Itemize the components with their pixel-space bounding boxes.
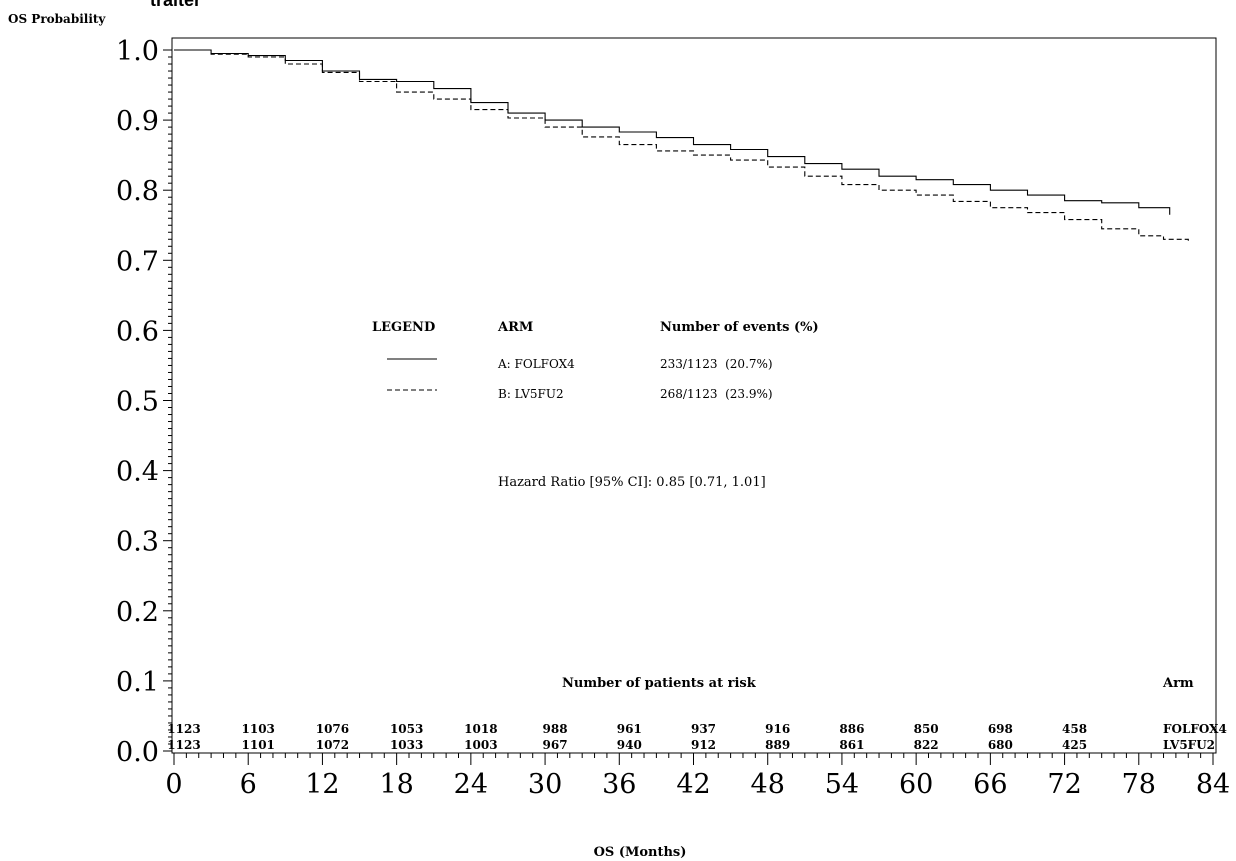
risk-table-cell: 850	[914, 722, 939, 736]
risk-table-title: Number of patients at risk	[562, 676, 757, 691]
risk-table: Number of patients at risk Arm FOLFOX4 L…	[167, 676, 1227, 752]
x-tick-label: 66	[973, 769, 1007, 800]
x-tick-label: 42	[676, 769, 710, 800]
y-tick-label: 0.4	[116, 457, 159, 488]
risk-table-cell: 916	[765, 722, 790, 736]
legend-arm-folfox4: A: FOLFOX4	[497, 357, 575, 371]
x-tick-label: 12	[305, 769, 339, 800]
series-layer	[174, 49, 1189, 241]
risk-table-arm-lv5fu2: LV5FU2	[1163, 738, 1215, 752]
x-tick-label: 48	[751, 769, 785, 800]
y-tick-label: 0.0	[116, 737, 159, 768]
y-tick-label: 0.1	[116, 667, 159, 698]
x-tick-label: 60	[899, 769, 933, 800]
x-tick-label: 72	[1047, 769, 1081, 800]
y-tick-label: 1.0	[116, 36, 159, 67]
x-tick-label: 0	[165, 769, 182, 800]
legend-events-header: Number of events (%)	[660, 320, 819, 335]
x-tick-label: 78	[1122, 769, 1156, 800]
risk-table-cell: 912	[691, 738, 716, 752]
risk-table-cell: 1053	[390, 722, 423, 736]
cropped-title: traitér	[150, 0, 201, 10]
x-tick-label: 30	[528, 769, 562, 800]
risk-table-cell: 458	[1062, 722, 1087, 736]
y-tick-label: 0.9	[116, 106, 159, 137]
x-axis-label: OS (Months)	[594, 845, 687, 860]
y-tick-label: 0.6	[116, 316, 159, 347]
legend-events-lv5fu2: 268/1123 (23.9%)	[660, 387, 773, 401]
risk-table-cell: 937	[691, 722, 716, 736]
legend: LEGEND ARM Number of events (%) A: FOLFO…	[372, 320, 819, 401]
y-tick-label: 0.3	[116, 527, 159, 558]
x-axis: 0 6 12 18 24 30 36 42 48 54 60 66 72 78 84	[165, 753, 1230, 800]
risk-table-arm-folfox4: FOLFOX4	[1163, 722, 1227, 736]
risk-table-cell: 680	[988, 738, 1013, 752]
risk-table-cell: 1123	[167, 738, 200, 752]
risk-table-cell: 1076	[316, 722, 349, 736]
y-axis-title: OS Probability	[8, 12, 106, 26]
y-tick-label: 0.2	[116, 597, 159, 628]
x-tick-label: 18	[379, 769, 413, 800]
risk-table-cell: 1101	[242, 738, 275, 752]
risk-table-cell: 940	[617, 738, 642, 752]
risk-table-cell: 822	[914, 738, 939, 752]
x-tick-label: 36	[602, 769, 636, 800]
risk-table-cell: 1072	[316, 738, 349, 752]
risk-table-cell: 425	[1062, 738, 1087, 752]
legend-arm-lv5fu2: B: LV5FU2	[498, 387, 564, 401]
risk-table-cell: 861	[839, 738, 864, 752]
legend-events-folfox4: 233/1123 (20.7%)	[660, 357, 773, 371]
legend-heading: LEGEND	[372, 320, 435, 335]
x-tick-label: 54	[825, 769, 859, 800]
series-line-lv5fu2	[174, 49, 1189, 241]
y-tick-label: 0.8	[116, 176, 159, 207]
risk-table-cell: 889	[765, 738, 790, 752]
risk-table-cell: 1018	[464, 722, 497, 736]
y-tick-label: 0.5	[116, 387, 159, 418]
risk-table-cell: 967	[543, 738, 568, 752]
risk-table-cell: 886	[839, 722, 864, 736]
risk-table-cell: 1123	[167, 722, 200, 736]
legend-arm-header: ARM	[497, 320, 533, 335]
risk-table-cell: 988	[543, 722, 568, 736]
risk-table-cell: 1003	[464, 738, 497, 752]
x-tick-label: 24	[454, 769, 488, 800]
x-tick-label: 84	[1196, 769, 1230, 800]
risk-table-cell: 1103	[242, 722, 275, 736]
y-axis: 0.0 0.1 0.2 0.3 0.4 0.5 0.6 0.7 0.8 0.9 1.0	[116, 36, 172, 768]
x-tick-label: 6	[240, 769, 257, 800]
risk-table-cell: 1033	[390, 738, 423, 752]
hazard-ratio-annotation: Hazard Ratio [95% CI]: 0.85 [0.71, 1.01]	[498, 475, 766, 490]
risk-table-arm-header: Arm	[1162, 676, 1194, 691]
risk-table-cell: 961	[617, 722, 642, 736]
risk-table-cell: 698	[988, 722, 1013, 736]
series-line-folfox4	[174, 49, 1171, 215]
y-tick-label: 0.7	[116, 246, 159, 277]
